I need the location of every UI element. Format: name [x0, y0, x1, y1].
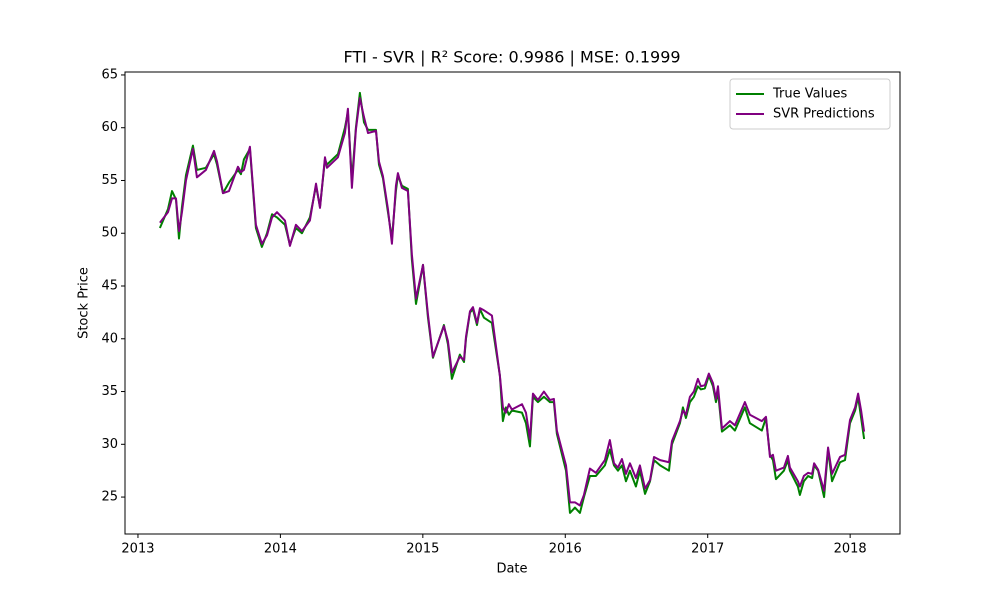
x-tick-label: 2014: [264, 542, 297, 557]
y-tick-label: 45: [101, 279, 118, 294]
legend-box: [729, 78, 891, 130]
y-axis-label: Stock Price: [77, 267, 92, 339]
x-tick-label: 2013: [121, 542, 154, 557]
y-tick-label: 50: [101, 226, 118, 241]
y-tick-label: 65: [101, 67, 118, 82]
data-line: [158, 91, 866, 514]
plot-frame: [124, 71, 901, 535]
x-tick-label: 2018: [834, 542, 867, 557]
data-line: [159, 97, 866, 507]
legend-label: True Values: [772, 87, 847, 102]
y-tick-label: 35: [101, 384, 118, 399]
y-tick-label: 40: [101, 331, 118, 346]
y-tick-label: 25: [101, 490, 118, 505]
x-tick-label: 2017: [691, 542, 724, 557]
x-tick-label: 2016: [549, 542, 582, 557]
y-tick-label: 55: [101, 173, 118, 188]
chart-title: FTI - SVR | R² Score: 0.9986 | MSE: 0.19…: [343, 48, 680, 67]
y-tick-label: 30: [101, 437, 118, 452]
legend-label: SVR Predictions: [773, 107, 875, 122]
x-tick-label: 2015: [406, 542, 439, 557]
legend: True Values SVR Predictions: [729, 78, 891, 130]
y-tick-label: 60: [101, 120, 118, 135]
x-axis-label: Date: [496, 562, 527, 577]
